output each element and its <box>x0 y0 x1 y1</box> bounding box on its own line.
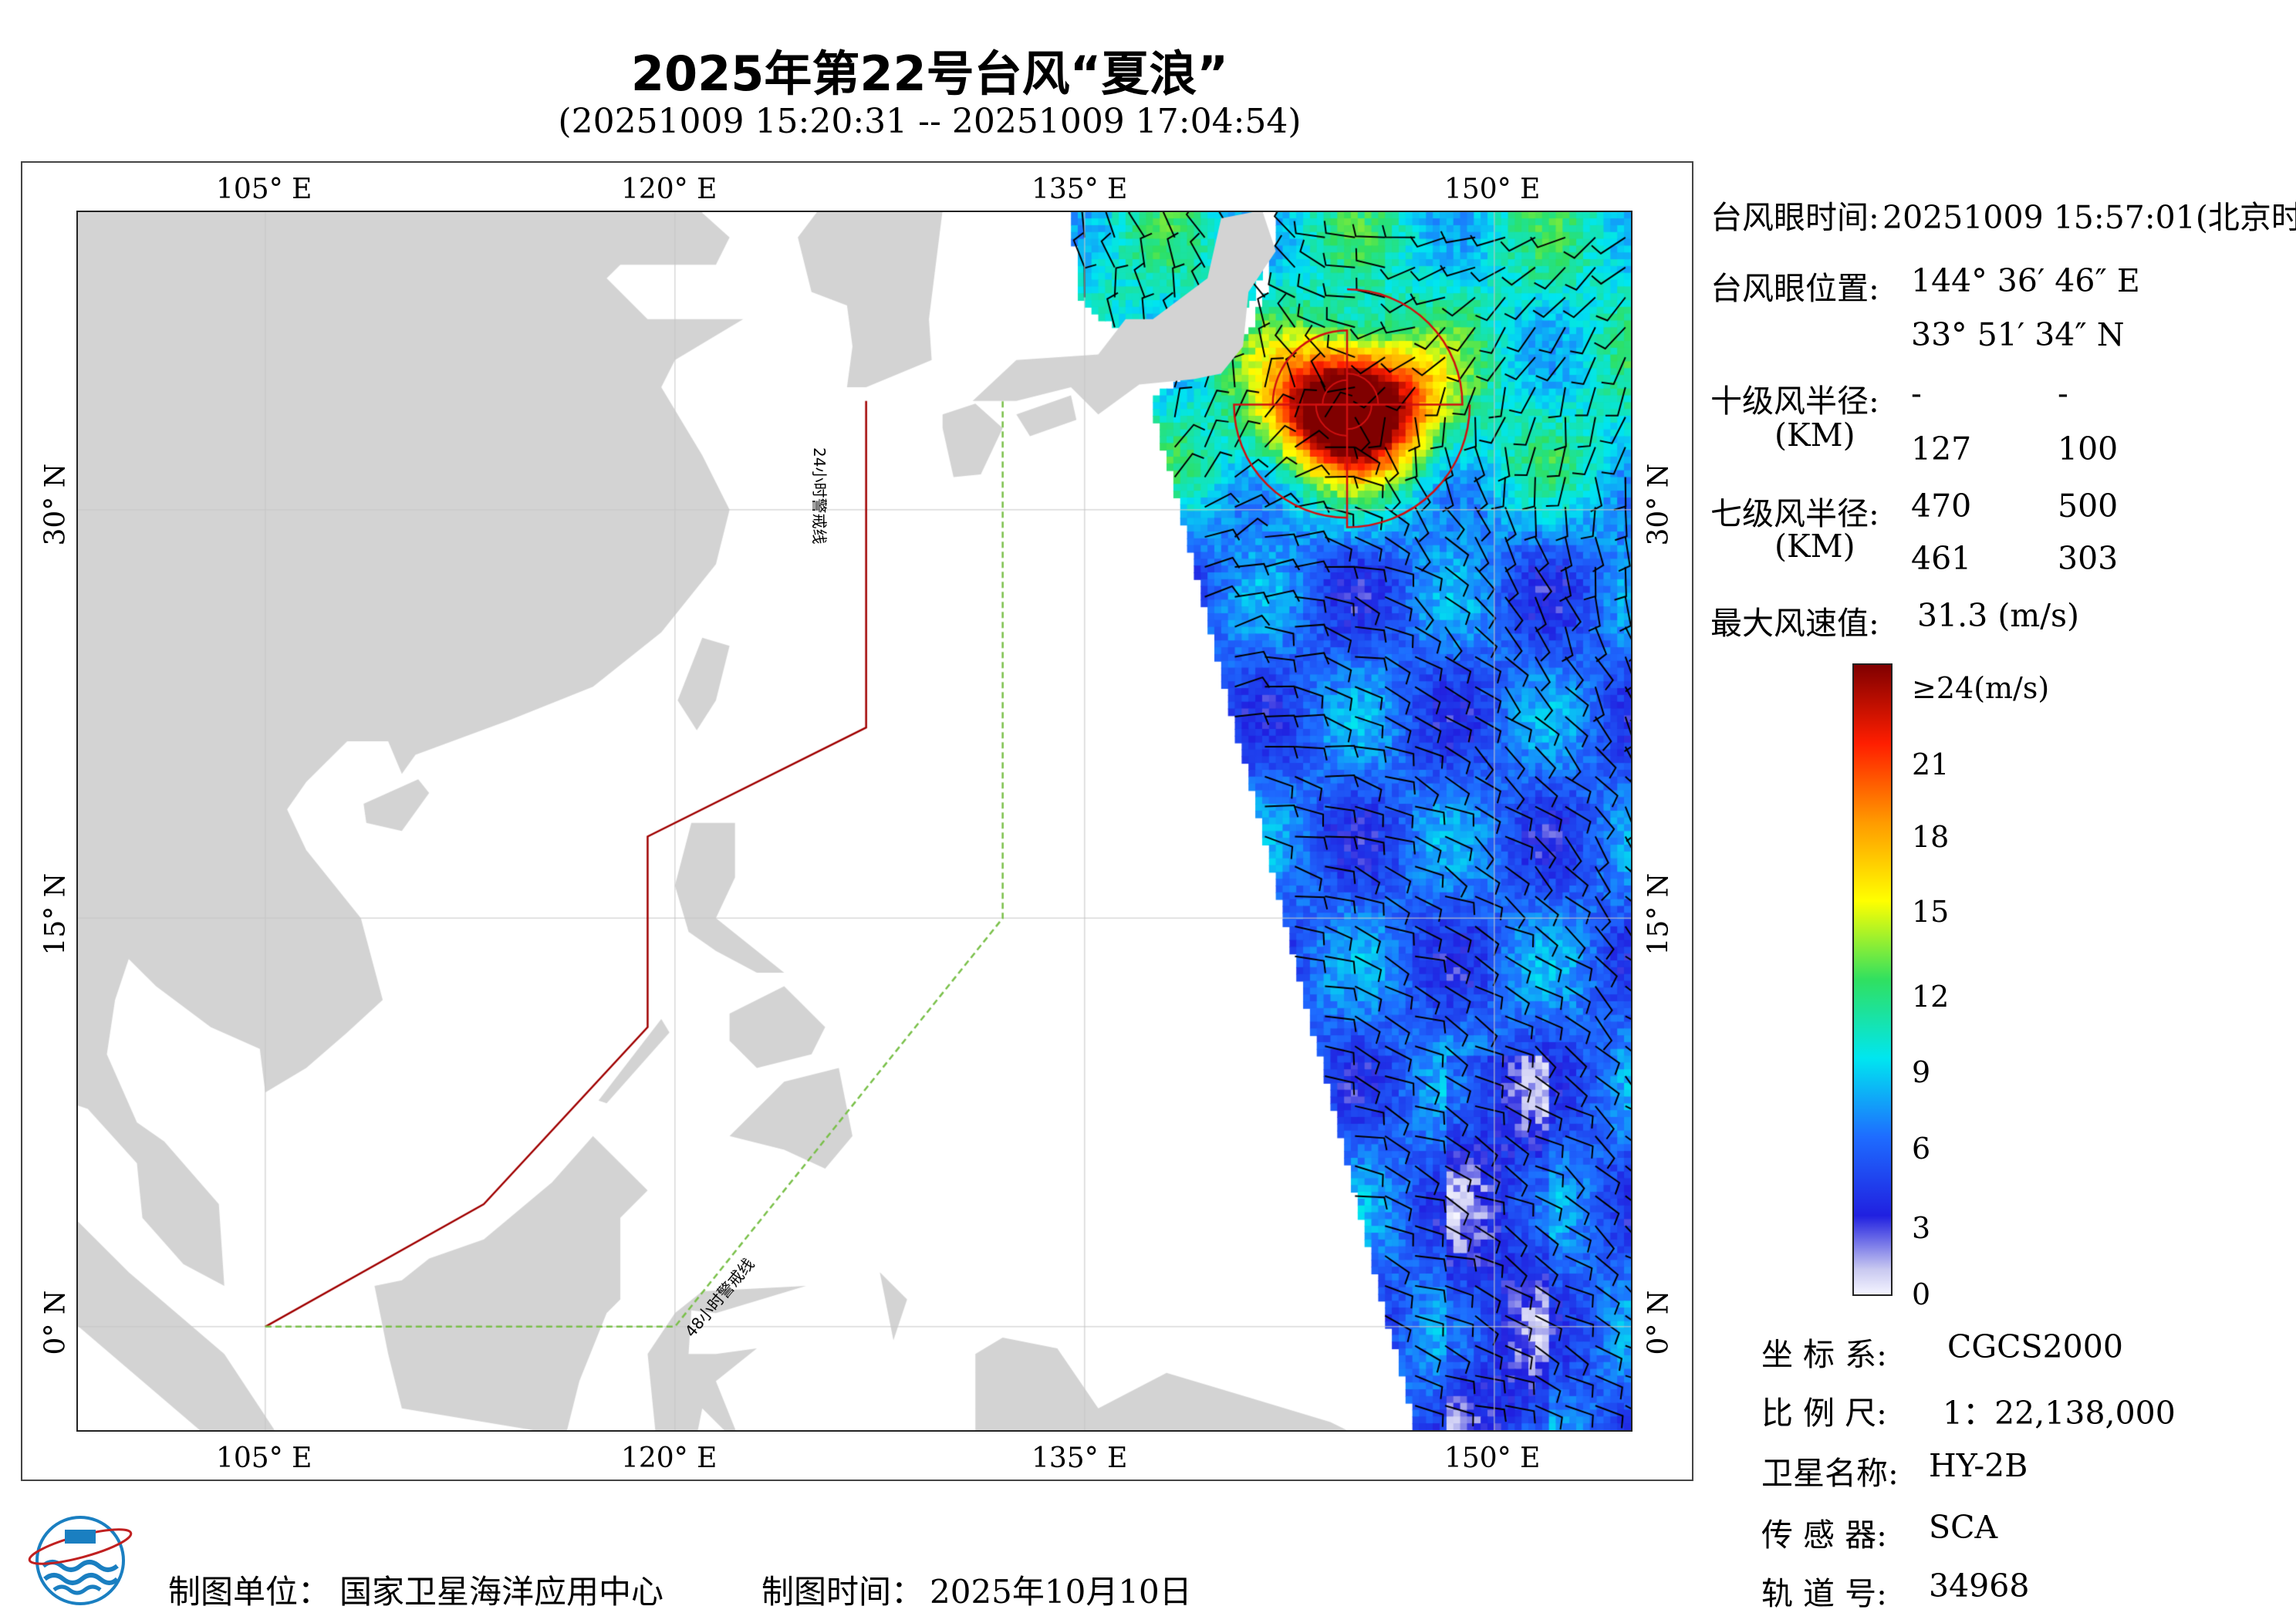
max-wind-label: 最大风速值: <box>1710 605 1879 642</box>
meta-label: 传 感 器: <box>1761 1517 1887 1554</box>
meta-label: 轨 道 号: <box>1761 1575 1887 1612</box>
lat-tick-right: 0° N <box>1643 1290 1675 1355</box>
meta-label: 卫星名称: <box>1761 1455 1899 1492</box>
colorbar-label: ≥24(m/s) <box>1912 671 2050 705</box>
lat-tick-right: 30° N <box>1643 463 1675 546</box>
meta-label: 坐 标 系: <box>1761 1336 1887 1373</box>
eye-lat-value: 33° 51′ 34″ N <box>1911 316 2125 353</box>
eye-time-value: 20251009 15:57:01(北京时) <box>1882 199 2296 236</box>
r7-label: 七级风半径: <box>1710 495 1879 532</box>
time-range-subtitle: (20251009 15:20:31 -- 20251009 17:04:54) <box>558 102 1302 141</box>
max-wind-value: 31.3 (m/s) <box>1917 597 2080 634</box>
mapping-time-label: 制图时间： <box>761 1573 924 1611</box>
warning-line-24h-label: 24小时警戒线 <box>810 447 829 545</box>
colorbar-label: 21 <box>1912 747 1950 781</box>
colorbar-label: 3 <box>1912 1211 1931 1245</box>
map-frame <box>21 161 1693 1481</box>
wind-speed-colorbar <box>1852 663 1893 1296</box>
r7-value: 500 <box>2058 488 2119 525</box>
lat-tick-left: 30° N <box>39 463 72 546</box>
lon-tick-bottom: 105° E <box>216 1442 312 1474</box>
r7-value: 303 <box>2058 540 2119 577</box>
r10-unit: (KM) <box>1774 417 1855 454</box>
mapping-unit: 国家卫星海洋应用中心 <box>339 1573 664 1611</box>
r10-value: 127 <box>1911 430 1972 467</box>
lon-tick-top: 135° E <box>1032 174 1128 205</box>
r7-value: 461 <box>1911 540 1972 577</box>
mapping-unit-label: 制图单位： <box>168 1573 331 1611</box>
meta-value: 34968 <box>1929 1567 2030 1604</box>
wind-canvas <box>78 212 1631 1430</box>
colorbar-label: 6 <box>1912 1132 1931 1166</box>
colorbar-label: 18 <box>1912 820 1950 854</box>
lon-tick-bottom: 135° E <box>1032 1442 1128 1474</box>
colorbar-label: 9 <box>1912 1055 1931 1089</box>
lon-tick-bottom: 120° E <box>621 1442 718 1474</box>
colorbar-label: 15 <box>1912 895 1950 929</box>
agency-logo <box>28 1516 133 1605</box>
eye-position-label: 台风眼位置: <box>1710 270 1879 307</box>
lon-tick-top: 150° E <box>1444 174 1541 205</box>
eye-lon-value: 144° 36′ 46″ E <box>1911 262 2140 299</box>
colorbar-label: 12 <box>1912 980 1950 1014</box>
r7-value: 470 <box>1911 488 1972 525</box>
r10-label: 十级风半径: <box>1710 383 1879 420</box>
mapping-time: 2025年10月10日 <box>930 1573 1192 1611</box>
r10-value: 100 <box>2058 430 2119 467</box>
meta-value: HY-2B <box>1929 1447 2028 1484</box>
meta-value: SCA <box>1929 1509 1998 1546</box>
page-title: 2025年第22号台风“夏浪” <box>630 46 1229 102</box>
r7-unit: (KM) <box>1774 528 1855 565</box>
lat-tick-left: 15° N <box>39 872 72 956</box>
lon-tick-top: 120° E <box>621 174 718 205</box>
r10-value: - <box>1911 375 1922 412</box>
r10-value: - <box>2058 375 2068 412</box>
meta-value: 1：22,138,000 <box>1943 1395 2176 1432</box>
meta-label: 比 例 尺: <box>1761 1395 1887 1432</box>
wind-field-map <box>76 211 1633 1432</box>
lat-tick-right: 15° N <box>1643 872 1675 956</box>
colorbar-label: 0 <box>1912 1277 1931 1311</box>
meta-value: CGCS2000 <box>1947 1328 2123 1365</box>
lon-tick-top: 105° E <box>216 174 312 205</box>
eye-time-label: 台风眼时间: <box>1710 199 1879 236</box>
lon-tick-bottom: 150° E <box>1444 1442 1541 1474</box>
lat-tick-left: 0° N <box>39 1290 72 1355</box>
